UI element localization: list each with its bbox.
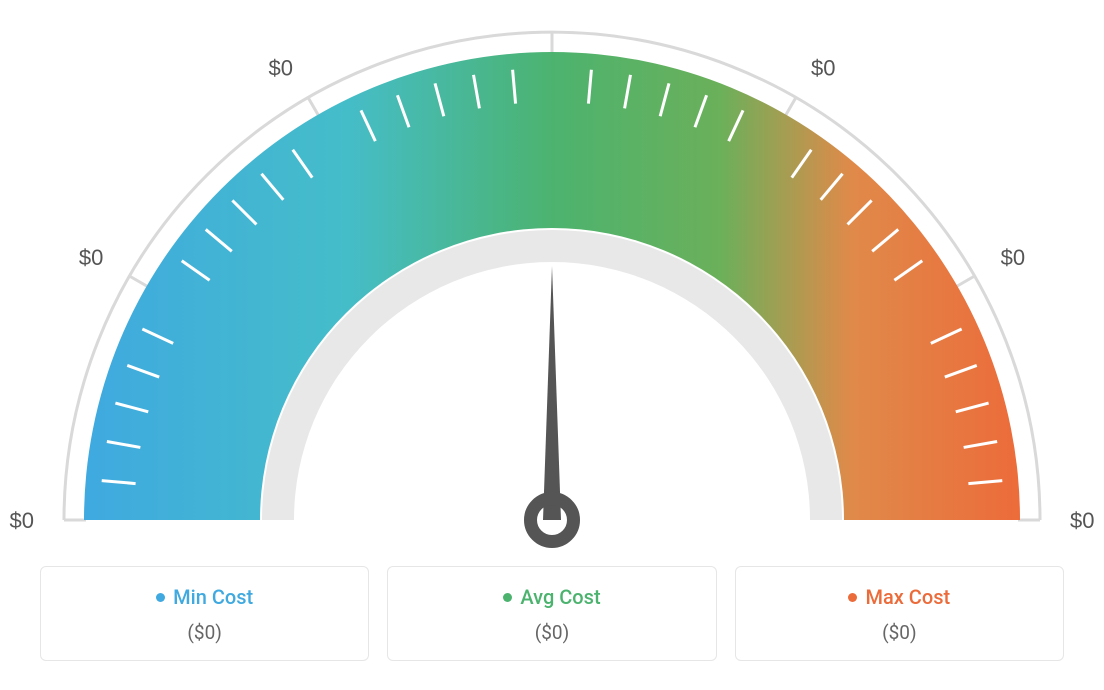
legend-label: Max Cost [848, 585, 950, 609]
gauge-tick-label: $0 [1070, 508, 1094, 533]
legend-dot-icon [503, 593, 512, 602]
legend-value: ($0) [736, 621, 1063, 644]
legend-label-text: Min Cost [173, 585, 253, 609]
gauge-tick-label: $0 [540, 0, 564, 3]
gauge-chart: $0 $0 $0 $0 $0 $0 $0 [0, 0, 1104, 560]
legend-dot-icon [156, 593, 165, 602]
gauge-tick-label: $0 [269, 55, 293, 80]
legend-card: Min Cost ($0) [40, 566, 369, 661]
gauge-tick-label: $0 [1001, 245, 1025, 270]
gauge-major-tick [308, 97, 319, 116]
legend-card: Avg Cost ($0) [387, 566, 716, 661]
legend-label-text: Avg Cost [520, 585, 600, 609]
gauge-tick-label: $0 [10, 508, 34, 533]
legend-value: ($0) [41, 621, 368, 644]
gauge-needle [543, 266, 561, 520]
gauge-tick-label: $0 [811, 55, 835, 80]
legend-dot-icon [848, 593, 857, 602]
legend-label: Avg Cost [503, 585, 600, 609]
legend-label-text: Max Cost [865, 585, 950, 609]
gauge-major-tick [129, 276, 148, 287]
legend-row: Min Cost ($0) Avg Cost ($0) Max Cost ($0) [0, 566, 1104, 661]
gauge-svg: $0 $0 $0 $0 $0 $0 $0 [0, 0, 1104, 560]
legend-label: Min Cost [156, 585, 253, 609]
legend-card: Max Cost ($0) [735, 566, 1064, 661]
gauge-major-tick [956, 276, 975, 287]
gauge-major-tick [785, 97, 796, 116]
legend-value: ($0) [388, 621, 715, 644]
gauge-tick-label: $0 [79, 245, 103, 270]
